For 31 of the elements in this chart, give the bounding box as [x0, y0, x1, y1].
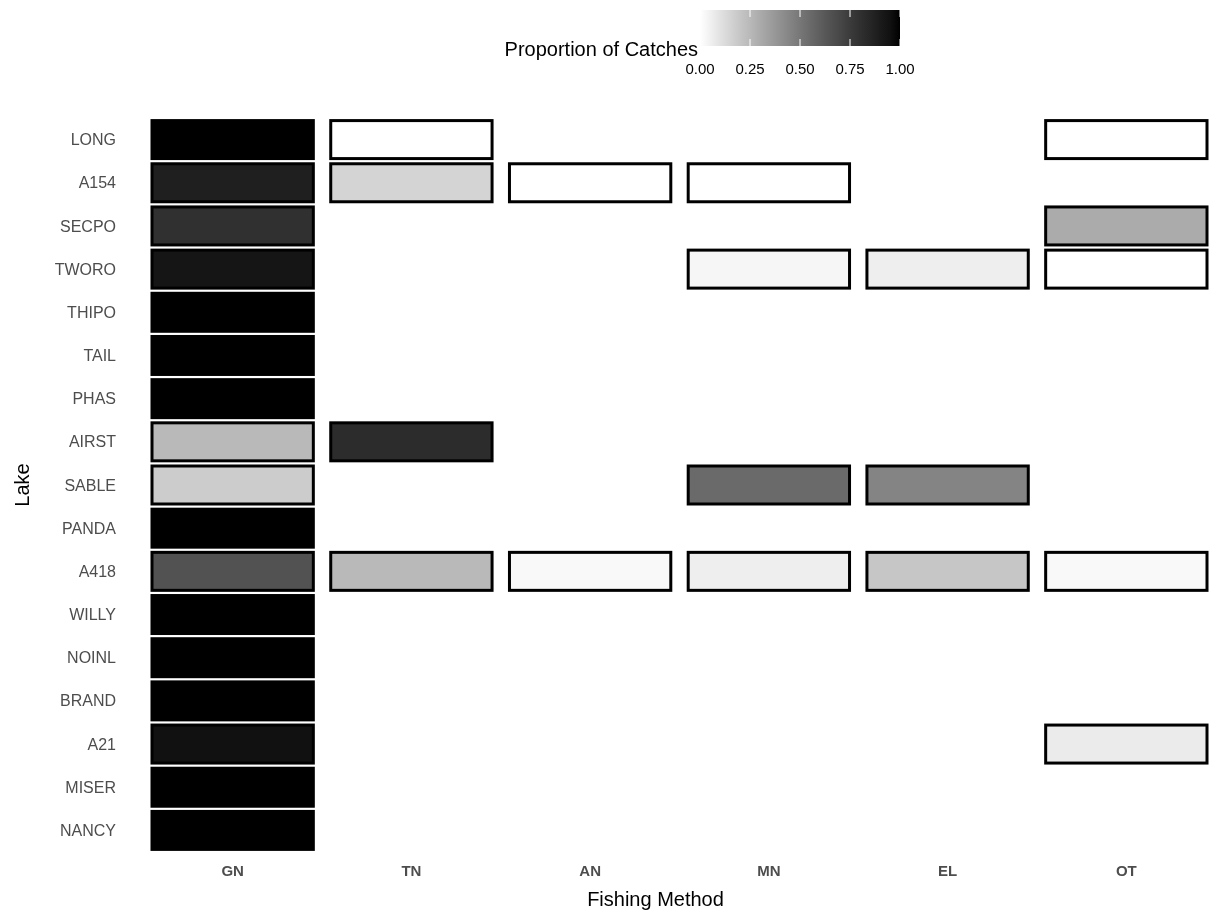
y-tick-label: A21	[87, 735, 117, 753]
y-tick-label: SECPO	[59, 217, 116, 235]
color-bar-label: 0.00	[685, 60, 715, 77]
x-tick-label: GN	[221, 862, 244, 879]
color-bar-label: 1.00	[885, 60, 915, 77]
y-tick-label: PHAS	[72, 390, 116, 408]
y-tick-label: PANDA	[62, 519, 117, 537]
y-tick-label: TWORO	[54, 260, 116, 278]
y-tick-label: A154	[78, 174, 117, 192]
color-bar-label: 0.50	[785, 60, 815, 77]
y-tick-label: TAIL	[83, 347, 117, 365]
x-tick-label: AN	[579, 862, 601, 879]
y-tick-label: WILLY	[69, 606, 117, 624]
y-tick-label: NOINL	[67, 649, 117, 667]
color-bar-label: 0.25	[735, 60, 765, 77]
x-tick-label: EL	[938, 862, 958, 879]
y-tick-label: SABLE	[64, 476, 116, 494]
legend-title: Proportion of Catches	[504, 38, 698, 60]
y-tick-label: NANCY	[59, 822, 117, 840]
y-tick-label: THIPO	[67, 303, 116, 321]
y-axis-title: Lake	[11, 463, 33, 507]
color-bar-label: 0.75	[835, 60, 865, 77]
x-axis-title: Fishing Method	[587, 888, 724, 910]
y-tick-label: MISER	[65, 778, 116, 796]
y-tick-label: LONG	[70, 131, 116, 149]
y-tick-label: BRAND	[59, 692, 116, 710]
x-tick-label: MN	[757, 862, 781, 879]
y-tick-label: AIRST	[68, 433, 117, 451]
x-tick-label: OT	[1115, 862, 1137, 879]
y-tick-label: A418	[78, 562, 117, 580]
x-tick-label: TN	[401, 862, 422, 879]
